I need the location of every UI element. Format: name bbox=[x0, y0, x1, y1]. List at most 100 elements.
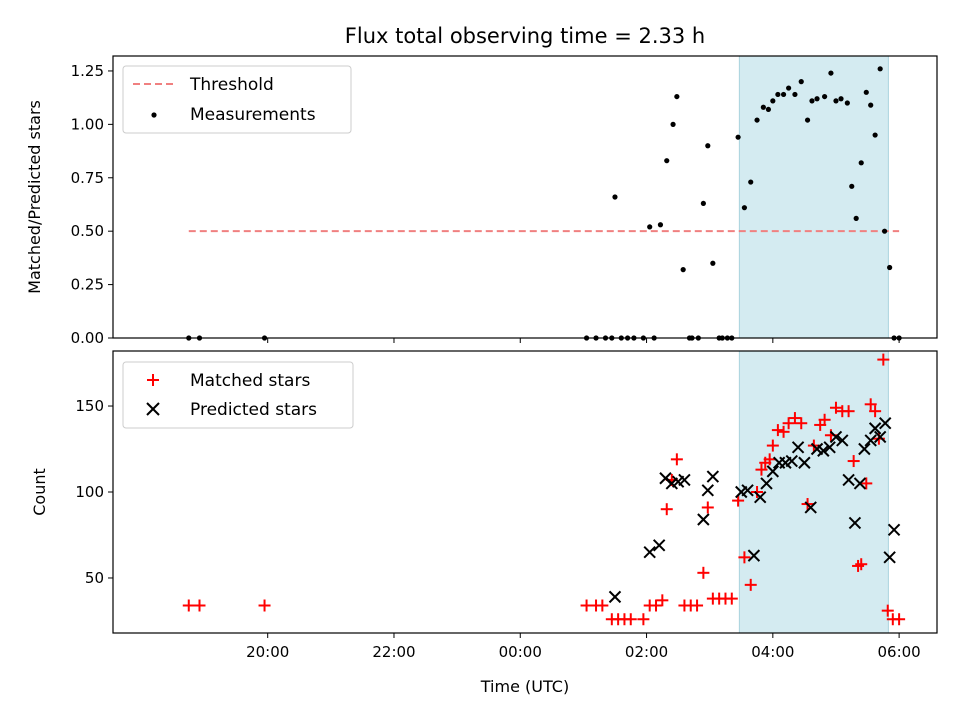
predicted-star-point bbox=[848, 516, 862, 530]
legend-matched-swatch bbox=[147, 374, 159, 386]
matched-star-point bbox=[744, 578, 757, 591]
measurement-point bbox=[833, 98, 839, 104]
measurement-point bbox=[872, 132, 878, 138]
predicted-star-point bbox=[864, 434, 877, 447]
matched-star-point bbox=[725, 592, 738, 605]
bottom-x-tick-label: 04:00 bbox=[751, 643, 794, 661]
matched-star-point bbox=[869, 405, 882, 418]
measurement-point bbox=[670, 121, 676, 127]
measurement-point bbox=[804, 117, 811, 123]
predicted-star-point bbox=[753, 490, 767, 504]
measurement-point bbox=[748, 179, 754, 185]
bottom-x-tick-label: 20:00 bbox=[246, 643, 289, 661]
bottom-x-tick-label: 02:00 bbox=[625, 643, 668, 661]
bottom-y-tick-label: 100 bbox=[75, 483, 104, 501]
top-y-tick-label: 0.50 bbox=[71, 222, 104, 240]
measurement-point bbox=[877, 66, 883, 72]
matched-star-point bbox=[732, 494, 745, 507]
measurement-point bbox=[657, 222, 664, 228]
top-x-ticks bbox=[267, 338, 900, 343]
measurement-point bbox=[838, 96, 844, 102]
bottom-y-ticks: 50 100 150 bbox=[75, 397, 113, 587]
matched-star-point bbox=[193, 599, 206, 612]
predicted-star-point bbox=[858, 442, 871, 456]
matched-star-point bbox=[788, 412, 801, 425]
top-shaded-region bbox=[738, 55, 889, 339]
matched-star-point bbox=[777, 425, 790, 438]
matched-star-point bbox=[624, 613, 637, 626]
predicted-star-point bbox=[701, 484, 715, 497]
measurement-point bbox=[792, 91, 798, 98]
predicted-star-point bbox=[785, 454, 798, 468]
matched-star-point bbox=[596, 599, 609, 612]
predicted-star-point bbox=[887, 523, 901, 537]
top-y-tick-label: 0.75 bbox=[71, 169, 104, 187]
bottom-y-tick-label: 150 bbox=[75, 397, 104, 415]
matched-star-point bbox=[670, 453, 683, 466]
predicted-star-point bbox=[883, 551, 896, 564]
measurement-point bbox=[814, 96, 820, 102]
measurement-point bbox=[853, 215, 859, 221]
matched-star-point bbox=[697, 566, 710, 579]
matched-star-point bbox=[795, 417, 808, 430]
measurement-point bbox=[710, 260, 716, 266]
predicted-star-point bbox=[760, 477, 773, 490]
predicted-star-point bbox=[747, 549, 761, 562]
top-y-ticks: 0.00 0.25 0.50 0.75 1.00 1.25 bbox=[71, 62, 113, 347]
measurement-point bbox=[822, 93, 828, 100]
matched-star-point bbox=[893, 613, 906, 626]
measurement-point bbox=[765, 106, 772, 113]
matched-star-point bbox=[650, 599, 663, 612]
measurement-point bbox=[700, 200, 706, 207]
predicted-star-point bbox=[697, 513, 710, 526]
measurement-point bbox=[770, 98, 776, 104]
top-y-tick-label: 1.00 bbox=[71, 115, 104, 133]
matched-star-point bbox=[738, 551, 751, 564]
predicted-star-point bbox=[853, 477, 867, 490]
matched-star-point bbox=[847, 455, 860, 468]
matched-star-point bbox=[771, 424, 784, 437]
bottom-x-tick-label: 06:00 bbox=[877, 643, 920, 661]
matched-star-point bbox=[766, 439, 779, 452]
predicted-star-point bbox=[842, 473, 855, 487]
matched-star-point bbox=[182, 599, 195, 612]
matched-star-point bbox=[881, 604, 894, 617]
bottom-x-tick-label: 00:00 bbox=[499, 643, 542, 661]
measurement-point bbox=[705, 143, 711, 149]
measurement-point bbox=[760, 104, 766, 110]
bottom-y-axis-label: Count bbox=[30, 468, 49, 516]
top-axes-frame bbox=[112, 55, 938, 339]
bottom-x-ticks: 20:00 22:00 00:00 02:00 04:00 06:00 bbox=[246, 633, 921, 661]
matched-star-point bbox=[656, 594, 669, 607]
predicted-star-point bbox=[823, 441, 836, 454]
predicted-star-point bbox=[791, 441, 805, 454]
measurement-point bbox=[786, 85, 792, 91]
measurement-point bbox=[735, 134, 741, 140]
predicted-star-point bbox=[766, 465, 780, 478]
legend-predicted-swatch bbox=[146, 402, 160, 416]
matched-star-point bbox=[855, 558, 868, 571]
matched-star-point bbox=[842, 405, 855, 418]
x-axis-label: Time (UTC) bbox=[480, 677, 569, 696]
measurement-point bbox=[647, 224, 653, 230]
matched-star-point bbox=[751, 486, 764, 498]
matched-star-point bbox=[864, 398, 877, 411]
measurement-point bbox=[849, 183, 855, 189]
measurement-point bbox=[828, 70, 834, 76]
top-panel: 0.00 0.25 0.50 0.75 1.00 1.25 Matched/Predict… bbox=[25, 55, 938, 347]
matched-star-point bbox=[660, 503, 673, 516]
chart-title: Flux total observing time = 2.33 h bbox=[345, 24, 705, 48]
predicted-star-point bbox=[798, 456, 811, 469]
measurement-point bbox=[863, 89, 869, 95]
bottom-x-tick-label: 22:00 bbox=[372, 643, 415, 661]
bottom-y-tick-label: 50 bbox=[85, 569, 104, 587]
legend-matched-label: Matched stars bbox=[190, 371, 310, 391]
measurement-point bbox=[741, 205, 748, 211]
matched-star-point bbox=[782, 417, 795, 430]
bottom-legend: Matched stars Predicted stars bbox=[122, 361, 354, 429]
predicted-star-point bbox=[643, 545, 656, 559]
measurement-point bbox=[664, 158, 670, 164]
legend-predicted-label: Predicted stars bbox=[190, 400, 317, 420]
